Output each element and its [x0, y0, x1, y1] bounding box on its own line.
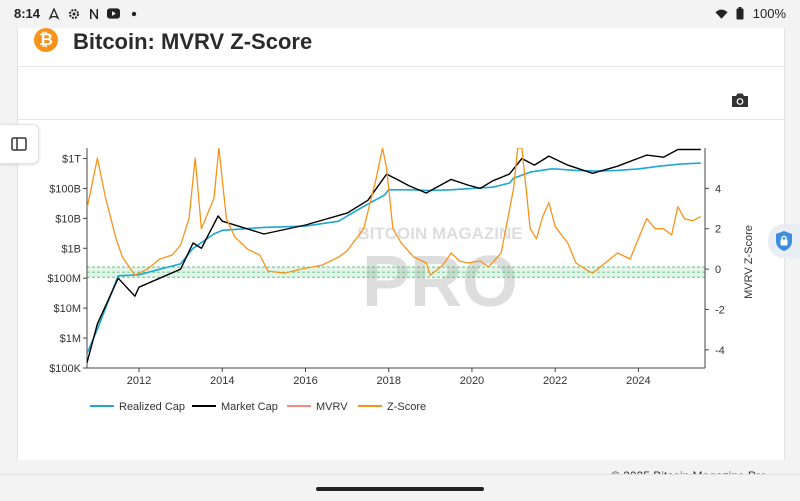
- y-left-tick-label: $100M: [47, 273, 81, 285]
- green-zone-band: [87, 267, 705, 278]
- status-time: 8:14: [14, 6, 41, 21]
- right-axis-label: MVRV Z-Score: [743, 225, 755, 299]
- legend-label-realized-cap: Realized Cap: [119, 401, 185, 413]
- status-left: 8:14: [14, 6, 140, 21]
- x-tick-label: 2018: [376, 375, 400, 387]
- series-market-cap: [87, 148, 701, 363]
- chart-axes: 2012 2014 2016 2018 2020 2022 2024 $100K $1M $10M…: [47, 148, 725, 387]
- legend-label-market-cap: Market Cap: [221, 401, 278, 413]
- page-title: Bitcoin: MVRV Z-Score: [73, 29, 313, 54]
- status-bar: 8:14 100%: [0, 0, 800, 28]
- y-right-tick-label: 2: [715, 224, 721, 236]
- series-layer: [87, 148, 702, 363]
- settings-icon: [67, 7, 80, 20]
- x-tick-label: 2016: [293, 375, 317, 387]
- x-tick-label: 2024: [626, 375, 650, 387]
- x-tick-label: 2012: [127, 375, 151, 387]
- y-right-tick-label: -4: [715, 345, 725, 357]
- series-realized-cap: [87, 162, 701, 355]
- lock-badge-icon: [776, 231, 792, 251]
- navigation-bar: [0, 474, 800, 501]
- y-left-tick-label: $100B: [49, 183, 81, 195]
- sidebar-toggle-button[interactable]: [0, 124, 39, 164]
- bitcoin-logo-icon: ₿: [34, 28, 58, 52]
- battery-icon: [734, 7, 747, 20]
- chart-card: ₿ Bitcoin: MVRV Z-Score © 2025 Bitcoin M…: [17, 28, 785, 483]
- x-tick-label: 2014: [210, 375, 234, 387]
- legend-label-z-score: Z-Score: [387, 401, 426, 413]
- camera-icon[interactable]: [731, 92, 749, 108]
- series-z-score: [87, 148, 702, 276]
- y-left-tick-label: $10M: [53, 303, 81, 315]
- y-left-tick-label: $100K: [49, 363, 81, 375]
- battery-level: 100%: [752, 6, 786, 21]
- y-right-tick-label: -2: [715, 304, 725, 316]
- legend-label-mvrv: MVRV: [316, 401, 348, 413]
- airbnb-icon: [47, 7, 60, 20]
- home-gesture-handle[interactable]: [316, 487, 484, 491]
- youtube-icon: [107, 7, 121, 20]
- chart-legend: Realized Cap Market Cap MVRV Z-Score: [90, 401, 426, 413]
- x-tick-label: 2020: [460, 375, 484, 387]
- chart-header: ₿ Bitcoin: MVRV Z-Score: [18, 28, 784, 67]
- watermark-pro-text: PRO: [362, 242, 518, 322]
- watermark-top-text: BITCOIN MAGAZINE: [357, 224, 522, 243]
- y-right-tick-label: 4: [715, 183, 721, 195]
- y-left-tick-label: $1T: [62, 153, 81, 165]
- y-right-tick-label: 0: [715, 264, 721, 276]
- y-left-tick-label: $1B: [61, 243, 81, 255]
- notion-icon: [87, 7, 100, 20]
- wifi-icon: [715, 7, 728, 20]
- y-left-tick-label: $1M: [60, 333, 81, 345]
- y-left-tick-label: $10B: [55, 213, 81, 225]
- green-zone: [87, 266, 705, 278]
- x-tick-label: 2022: [543, 375, 567, 387]
- sidebar-icon: [11, 137, 27, 151]
- dot-icon: [127, 7, 140, 20]
- status-right: 100%: [715, 6, 786, 21]
- floating-assistant-button[interactable]: [768, 224, 800, 258]
- header-divider: [18, 119, 784, 120]
